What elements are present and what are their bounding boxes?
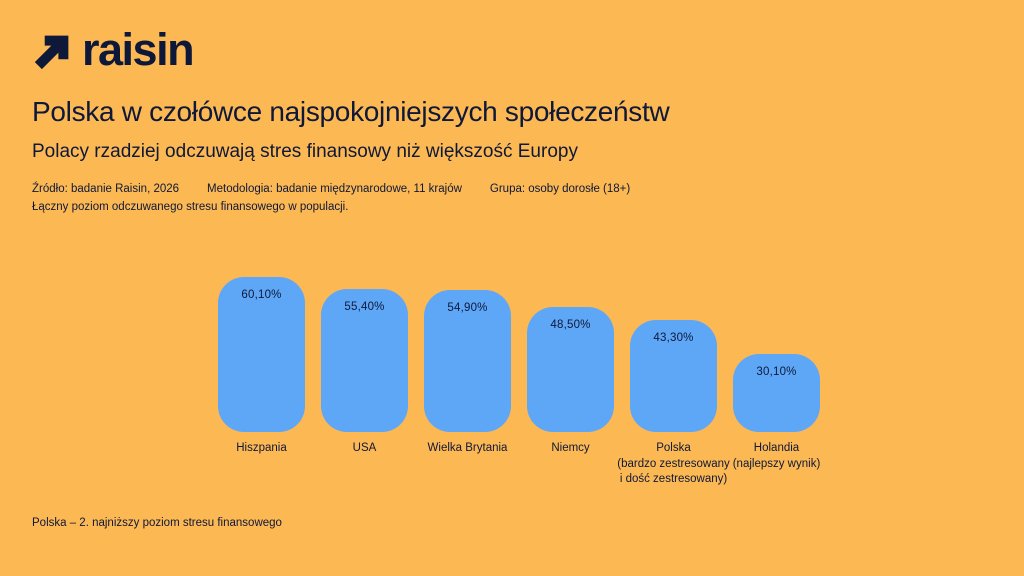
bar: 55,40% [321, 289, 408, 432]
page-subtitle: Polacy rzadziej odczuwają stres finansow… [32, 141, 578, 162]
bars-row: 60,10% 55,40% 54,90% 48,50% 43,30% 30,10% [218, 270, 838, 432]
bar: 48,50% [527, 307, 614, 432]
meta-methodology: Metodologia: badanie międzynarodowe, 11 … [207, 183, 462, 195]
bar-value-label: 30,10% [756, 366, 797, 378]
bar-category-label: Wielka Brytania [427, 442, 508, 454]
labels-row: Hiszpania USA Wielka Brytania Niemcy Polska … [218, 441, 838, 488]
bar-category-label: Niemcy [551, 442, 590, 454]
page-title: Polska w czołówce najspokojniejszych spo… [32, 96, 670, 127]
bar: 54,90% [424, 290, 511, 432]
meta-group: Grupa: osoby dorosłe (18+) [489, 183, 631, 195]
bar: 30,10% [733, 354, 820, 432]
bar-category-label: Hiszpania [236, 442, 287, 454]
bar-value-label: 43,30% [653, 332, 694, 344]
arrow-up-right-icon [34, 35, 69, 70]
meta-row: Źródło: badanie Raisin, 2026 Metodologia… [32, 183, 630, 195]
bar-category-label: Holandia (najlepszy wynik) [732, 442, 821, 470]
bar-value-label: 55,40% [344, 301, 385, 313]
bar-category-label: Polska (bardzo zestresowany i dość zestr… [617, 442, 730, 486]
bar-category-label: USA [352, 442, 377, 454]
bar-value-label: 48,50% [550, 319, 591, 331]
meta-source: Źródło: badanie Raisin, 2026 [32, 183, 180, 195]
bar-value-label: 60,10% [241, 289, 282, 301]
footnote: Polska – 2. najniższy poziom stresu fina… [32, 517, 282, 529]
bar: 43,30% [630, 320, 717, 432]
bar-chart: 60,10% 55,40% 54,90% 48,50% 43,30% 30,10% His… [218, 270, 838, 488]
raisin-logo: raisin [32, 23, 195, 75]
bar-value-label: 54,90% [447, 302, 488, 314]
logo-wordmark: raisin [82, 23, 195, 75]
meta-description: Łączny poziom odczuwanego stresu finanso… [32, 201, 349, 213]
bar: 60,10% [218, 277, 305, 432]
